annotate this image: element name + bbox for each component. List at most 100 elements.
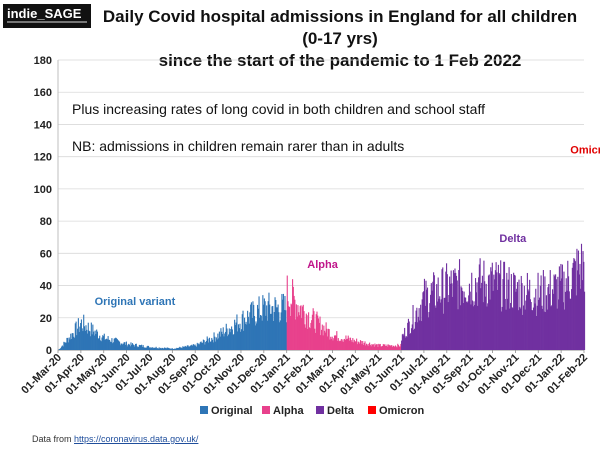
bar-delta	[555, 279, 557, 350]
bar-original	[156, 348, 158, 350]
bar-original	[258, 296, 260, 350]
bar-original	[252, 301, 254, 350]
bar-alpha	[365, 345, 367, 350]
bar-delta	[564, 291, 567, 350]
bar-original	[179, 347, 182, 350]
bar-delta	[566, 290, 568, 350]
bar-original	[236, 314, 238, 350]
bar-original	[239, 323, 241, 350]
bar-delta	[583, 261, 585, 350]
bar-original	[248, 323, 250, 350]
bar-delta	[428, 312, 430, 350]
bar-delta	[513, 272, 515, 350]
bar-delta	[446, 274, 448, 350]
bar-original	[59, 348, 61, 350]
bar-original	[260, 315, 262, 350]
bar-delta	[563, 271, 565, 350]
bar-alpha	[393, 345, 395, 350]
bar-original	[144, 347, 146, 350]
bar-original	[260, 315, 262, 350]
bar-original	[178, 347, 180, 350]
bar-delta	[520, 275, 522, 350]
data-source-prefix: Data from	[32, 434, 75, 444]
bar-original	[102, 336, 105, 350]
bar-original	[97, 338, 99, 350]
bar-delta	[507, 298, 509, 350]
bar-delta	[403, 335, 405, 350]
bar-delta	[417, 316, 419, 350]
bar-delta	[545, 295, 547, 350]
bar-original	[101, 337, 103, 350]
bar-alpha	[294, 299, 296, 350]
bar-delta	[425, 280, 427, 350]
bar-original	[204, 344, 206, 350]
bar-delta	[574, 261, 576, 350]
bar-delta	[536, 305, 538, 350]
bar-alpha	[389, 345, 391, 350]
bar-original	[166, 348, 168, 350]
bar-delta	[468, 283, 470, 350]
bar-original	[214, 336, 216, 350]
bar-original	[123, 342, 125, 350]
bar-delta	[471, 300, 474, 350]
bar-alpha	[341, 341, 343, 350]
bar-original	[112, 343, 114, 350]
bar-original	[265, 315, 267, 350]
bar-original	[119, 345, 121, 350]
bar-original	[192, 345, 194, 350]
bar-delta	[407, 318, 410, 350]
data-source-link[interactable]: https://coronavirus.data.gov.uk/	[74, 434, 199, 444]
bar-original	[137, 347, 139, 350]
bar-alpha	[383, 344, 385, 350]
bar-original	[71, 333, 73, 350]
legend-label-original: Original	[211, 405, 253, 417]
bar-original	[253, 316, 256, 350]
bar-alpha	[362, 344, 365, 350]
bar-delta	[529, 299, 531, 350]
bar-delta	[510, 302, 512, 350]
bar-delta	[466, 302, 468, 350]
bar-delta	[537, 272, 539, 350]
bar-alpha	[307, 328, 309, 350]
bar-delta	[427, 317, 429, 350]
bar-delta	[550, 306, 552, 350]
bar-alpha	[373, 346, 375, 350]
bar-delta	[543, 311, 545, 350]
bar-delta	[423, 291, 425, 350]
bar-delta	[577, 250, 580, 350]
bar-delta	[410, 328, 413, 350]
legend-label-omicron: Omicron	[379, 405, 425, 417]
bar-delta	[492, 290, 494, 350]
bar-original	[136, 346, 138, 350]
y-tick-label: 160	[34, 87, 52, 99]
bar-original	[100, 341, 102, 350]
bar-original	[99, 335, 101, 350]
bar-alpha	[342, 339, 344, 350]
bar-original	[67, 342, 70, 350]
bar-alpha	[300, 305, 302, 350]
bar-alpha	[326, 328, 328, 350]
bar-original	[232, 334, 234, 350]
bar-original	[106, 338, 108, 350]
bar-delta	[459, 305, 461, 350]
bar-delta	[487, 275, 490, 350]
bar-original	[134, 346, 136, 350]
bar-alpha	[324, 330, 326, 350]
bar-original	[70, 339, 73, 350]
bar-original	[170, 348, 172, 350]
bar-original	[247, 310, 249, 350]
bar-alpha	[335, 335, 337, 350]
bar-alpha	[371, 344, 373, 350]
bar-original	[109, 339, 111, 350]
bar-alpha	[340, 340, 342, 350]
bar-delta	[413, 329, 415, 350]
bar-delta	[456, 280, 458, 350]
bar-original	[83, 326, 86, 350]
bar-delta	[526, 272, 528, 350]
bar-original	[206, 336, 208, 350]
bar-alpha	[292, 286, 294, 350]
bar-original	[108, 339, 110, 350]
bar-original	[118, 341, 121, 350]
bar-delta	[519, 308, 522, 350]
bar-original	[226, 328, 228, 350]
